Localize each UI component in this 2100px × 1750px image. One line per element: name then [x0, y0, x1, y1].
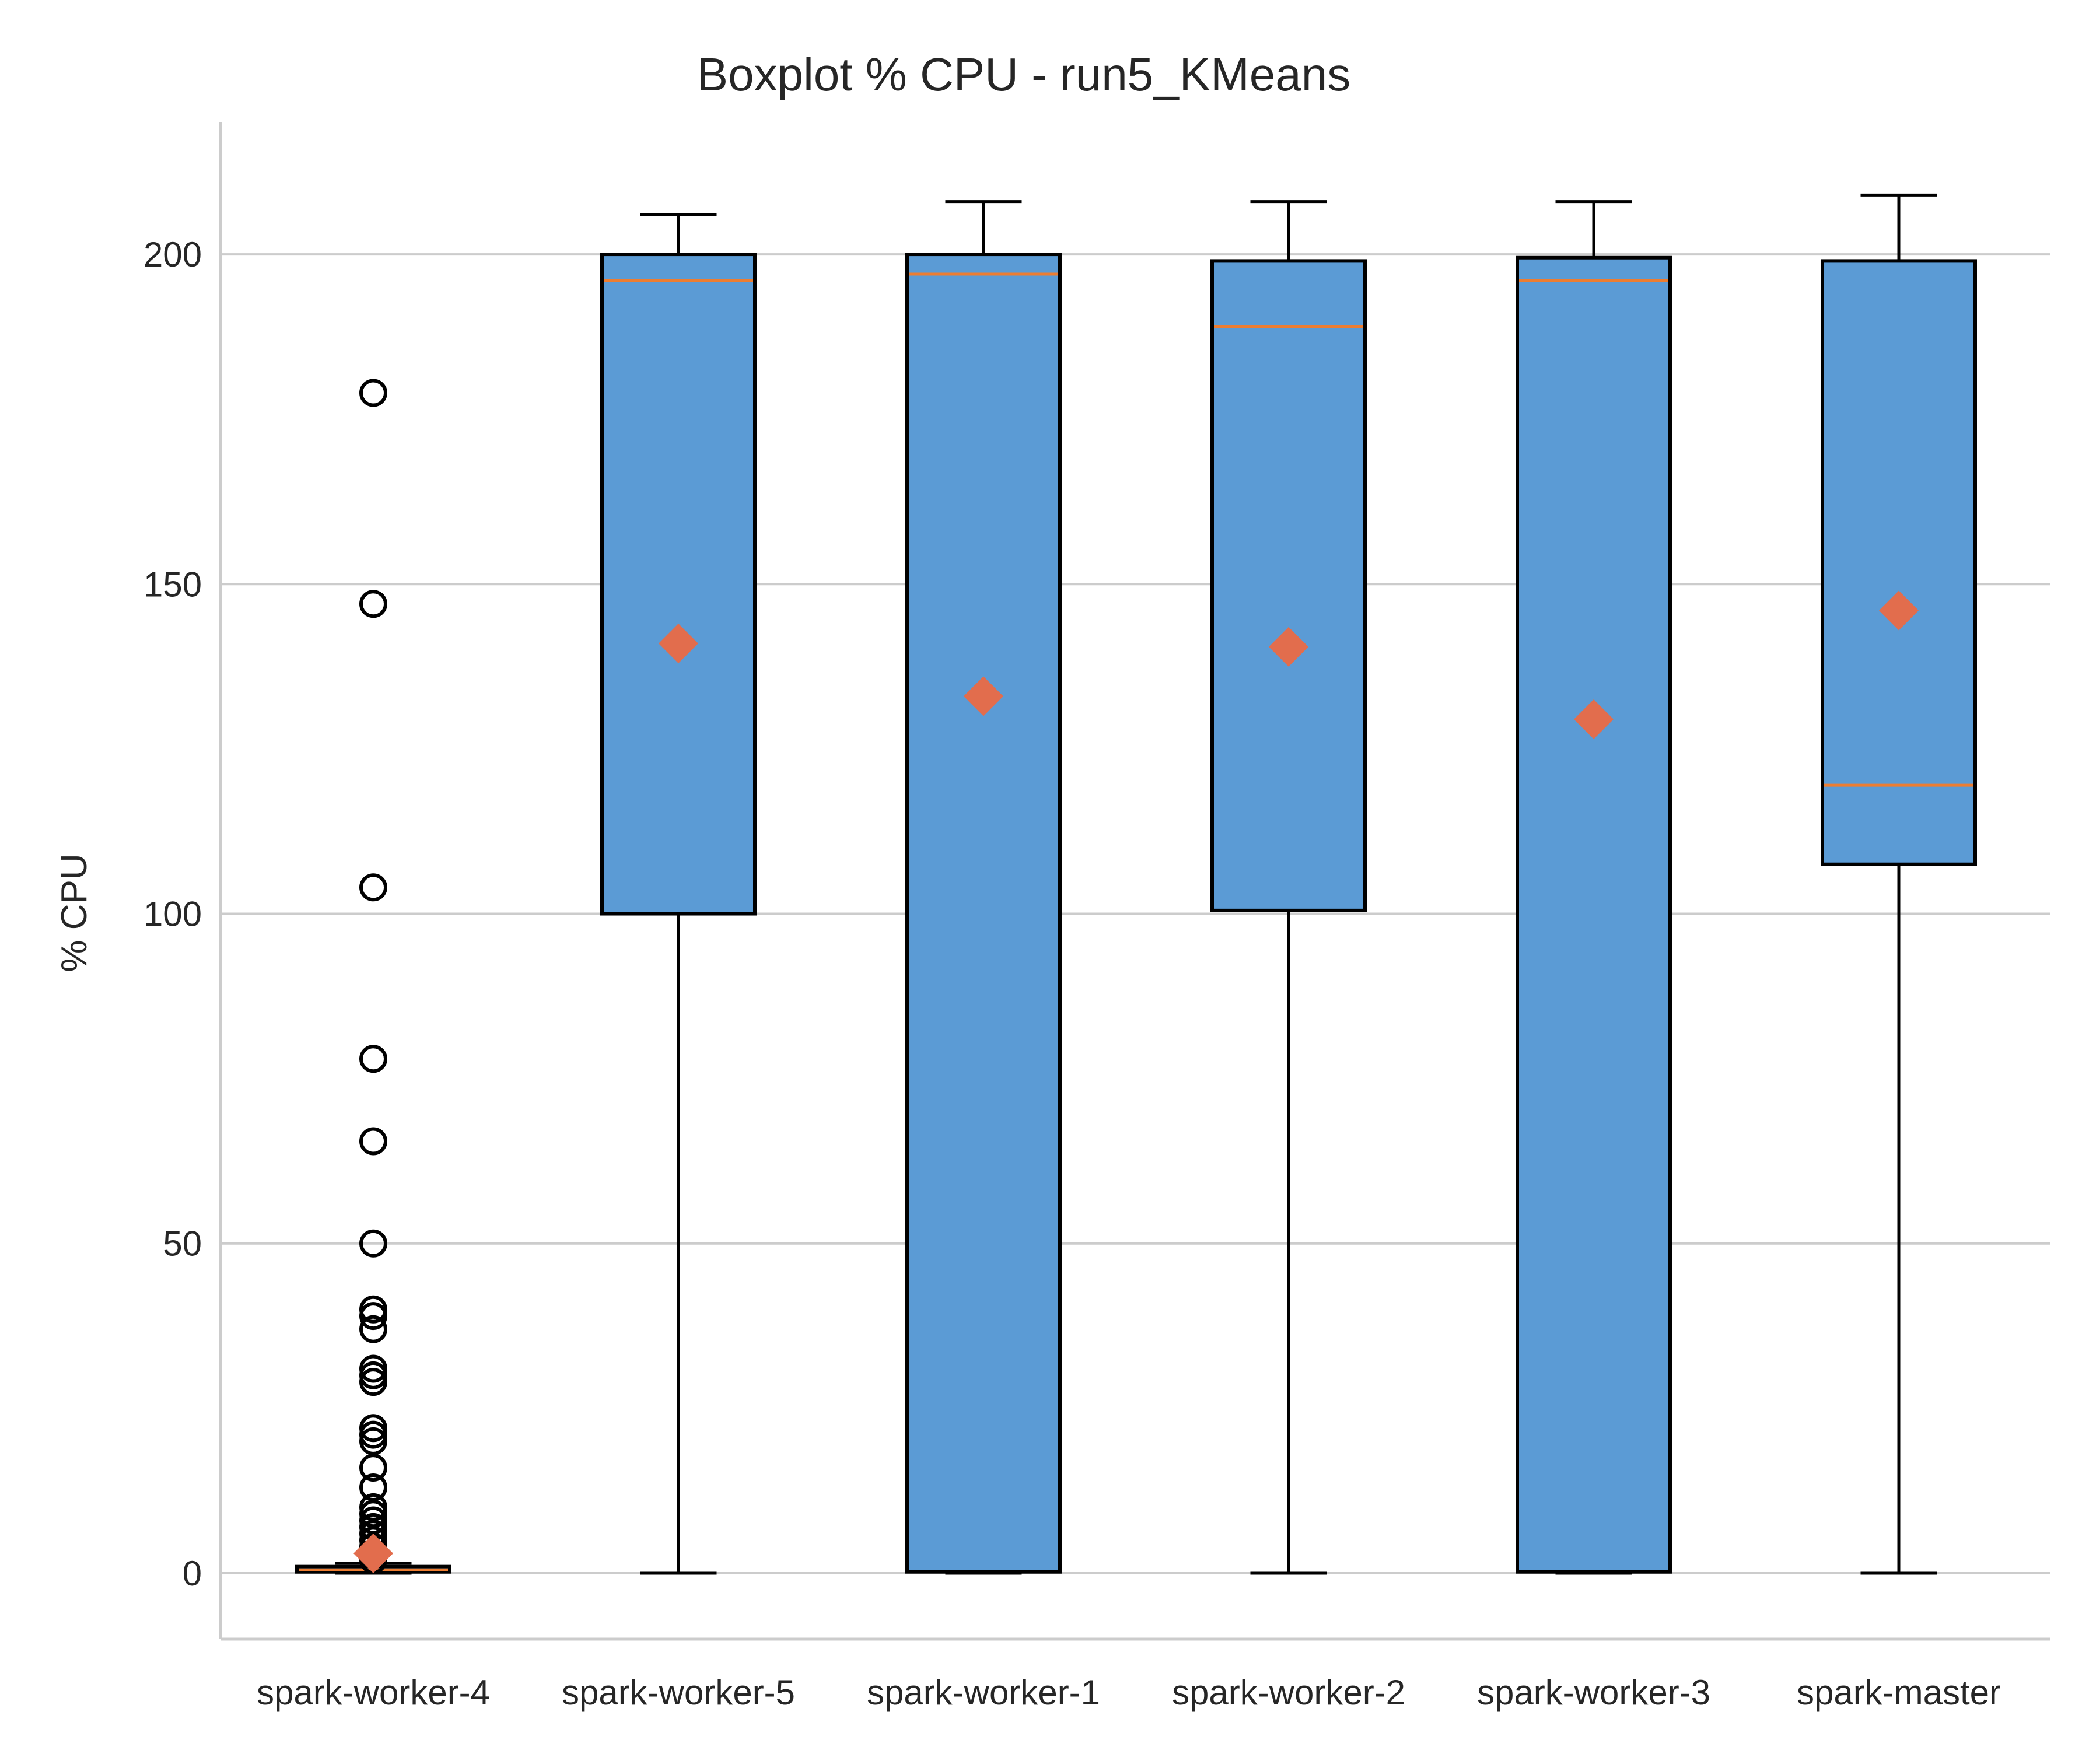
- flier-spark-worker-4-15: [359, 1454, 387, 1482]
- flier-spark-worker-4-14: [359, 1427, 387, 1455]
- mean-marker-spark-worker-1: [964, 676, 1003, 716]
- flier-spark-worker-4-16: [359, 1474, 387, 1502]
- box-spark-master: [1821, 259, 1977, 866]
- mean-marker-spark-worker-4: [354, 1534, 393, 1574]
- x-tick-label-spark-master: spark-master: [1797, 1673, 2001, 1712]
- flier-spark-worker-4-4: [359, 1127, 387, 1156]
- mean-marker-spark-worker-3: [1574, 699, 1614, 740]
- box-spark-worker-5: [600, 253, 757, 916]
- grid-layer: [220, 253, 2050, 1574]
- ticks-layer: 0 50 100 150 200 spark-worker-4 spark-worker-5…: [144, 235, 2001, 1712]
- x-tick-label-spark-worker-1: spark-worker-1: [867, 1673, 1100, 1712]
- mean-marker-spark-master: [1879, 590, 1919, 631]
- chart-title: Boxplot % CPU - run5_KMeans: [697, 48, 1351, 100]
- x-tick-label-spark-worker-3: spark-worker-3: [1477, 1673, 1710, 1712]
- box-spark-worker-3: [1516, 256, 1672, 1574]
- y-tick-label-150: 150: [144, 565, 202, 604]
- flier-spark-worker-4-3: [359, 1045, 387, 1073]
- y-axis-label: % CPU: [54, 853, 94, 972]
- flier-spark-worker-4-11: [359, 1368, 387, 1396]
- y-tick-label-100: 100: [144, 895, 202, 934]
- mean-marker-spark-worker-2: [1269, 626, 1308, 667]
- y-tick-label-50: 50: [163, 1224, 202, 1264]
- box-group-spark-worker-2: [1210, 200, 1367, 1575]
- flier-spark-worker-4-2: [359, 873, 387, 902]
- flier-spark-worker-4-0: [359, 379, 387, 407]
- flier-spark-worker-4-1: [359, 590, 387, 618]
- flier-spark-worker-4-7: [359, 1302, 387, 1331]
- x-tick-label-spark-worker-2: spark-worker-2: [1172, 1673, 1405, 1712]
- mean-marker-spark-worker-5: [659, 624, 698, 664]
- flier-spark-worker-4-5: [359, 1229, 387, 1258]
- y-tick-label-200: 200: [144, 235, 202, 274]
- box-spark-worker-2: [1210, 259, 1367, 912]
- box-group-spark-worker-4: [295, 379, 452, 1575]
- y-tick-label-0: 0: [183, 1554, 202, 1593]
- flier-spark-worker-4-8: [359, 1315, 387, 1343]
- box-group-spark-worker-3: [1516, 200, 1672, 1575]
- x-tick-label-spark-worker-5: spark-worker-5: [562, 1673, 795, 1712]
- axes-layer: [219, 123, 2050, 1641]
- box-group-spark-worker-1: [905, 200, 1062, 1575]
- box-group-spark-worker-5: [600, 213, 757, 1575]
- x-tick-label-spark-worker-4: spark-worker-4: [257, 1673, 490, 1712]
- box-group-spark-master: [1821, 193, 1977, 1575]
- boxes-layer: [295, 193, 1977, 1575]
- box-spark-worker-1: [905, 253, 1062, 1574]
